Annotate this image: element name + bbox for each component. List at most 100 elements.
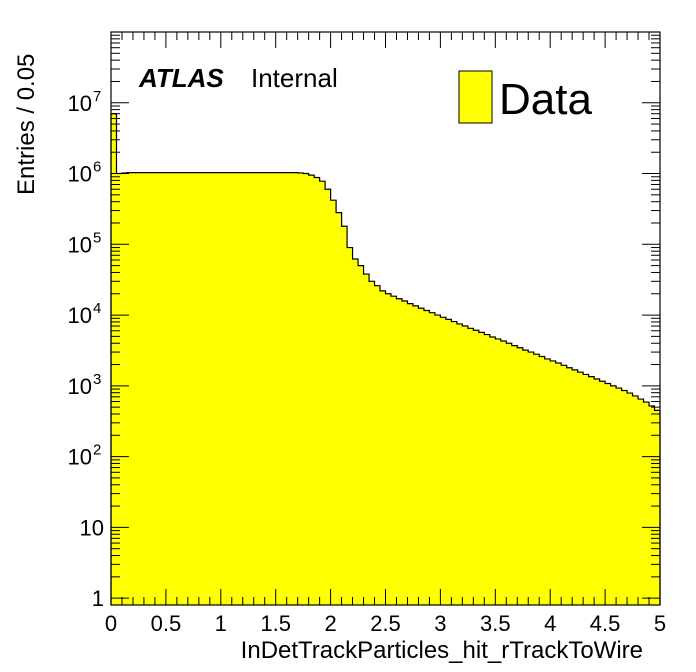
histogram-bar bbox=[314, 177, 321, 606]
y-tick-exponent: 7 bbox=[93, 88, 101, 105]
histogram-bar bbox=[610, 385, 617, 605]
x-tick-label: 2 bbox=[324, 611, 336, 636]
histogram-bar bbox=[434, 315, 441, 605]
histogram-bar bbox=[215, 172, 222, 605]
atlas-label: ATLAS bbox=[138, 63, 224, 93]
y-tick-label: 10 bbox=[68, 445, 92, 470]
histogram-bar bbox=[495, 338, 502, 605]
histogram-bar bbox=[500, 341, 507, 605]
histogram-bar bbox=[292, 172, 299, 605]
histogram-bar bbox=[270, 172, 277, 605]
y-tick-exponent: 5 bbox=[93, 229, 101, 246]
histogram-bar bbox=[154, 172, 161, 605]
y-tick-label: 1 bbox=[92, 586, 104, 611]
histogram-bar bbox=[528, 352, 535, 605]
y-tick-label: 10 bbox=[68, 303, 92, 328]
y-tick-label: 10 bbox=[80, 515, 104, 540]
histogram-bar bbox=[599, 381, 606, 605]
x-tick-label: 1 bbox=[215, 611, 227, 636]
x-tick-label: 4.5 bbox=[590, 611, 621, 636]
histogram-bar bbox=[248, 172, 255, 605]
histogram-bar bbox=[390, 296, 397, 605]
histogram-bar bbox=[182, 172, 189, 605]
histogram-bar bbox=[544, 358, 551, 605]
histogram-bar bbox=[111, 113, 117, 605]
histogram-bar bbox=[330, 200, 337, 605]
histogram-bar bbox=[489, 336, 496, 605]
histogram-bar bbox=[380, 290, 386, 605]
histogram-bar bbox=[654, 410, 661, 605]
histogram-bar bbox=[325, 189, 331, 605]
y-tick-label: 10 bbox=[68, 232, 92, 257]
histogram-bar bbox=[396, 298, 403, 605]
histogram-bar bbox=[616, 388, 622, 605]
x-tick-label: 5 bbox=[654, 611, 666, 636]
histogram-bar bbox=[275, 172, 282, 605]
histogram-bar bbox=[352, 258, 359, 605]
y-axis-label: Entries / 0.05 bbox=[13, 54, 40, 195]
histogram-bar bbox=[605, 383, 611, 605]
histogram-bar bbox=[511, 345, 518, 605]
histogram-bar bbox=[561, 365, 568, 605]
histogram-bar bbox=[187, 172, 194, 605]
histogram-bar bbox=[149, 172, 156, 605]
histogram-bar bbox=[121, 172, 128, 605]
histogram-bar bbox=[226, 172, 233, 605]
histogram-bar bbox=[165, 172, 172, 605]
histogram-bar bbox=[138, 172, 145, 605]
histogram-bar bbox=[286, 172, 293, 605]
histogram-bar bbox=[456, 323, 463, 605]
histogram-bar bbox=[478, 332, 485, 605]
histogram-bar bbox=[198, 172, 205, 605]
histogram-bar bbox=[643, 402, 650, 605]
internal-label: Internal bbox=[251, 63, 338, 93]
histogram-bar bbox=[649, 405, 655, 605]
histogram-bar bbox=[374, 285, 381, 605]
histogram-bar bbox=[264, 172, 271, 605]
histogram-bars bbox=[111, 113, 661, 606]
x-tick-label: 0.5 bbox=[151, 611, 182, 636]
histogram-bar bbox=[132, 172, 139, 605]
histogram-bar bbox=[506, 343, 513, 605]
histogram-bar bbox=[539, 356, 546, 605]
histogram-bar bbox=[429, 312, 436, 605]
histogram-bar bbox=[473, 330, 480, 605]
histogram-bar bbox=[418, 308, 425, 605]
histogram-bar bbox=[621, 390, 628, 605]
histogram-bar bbox=[363, 274, 370, 605]
histogram-bar bbox=[533, 354, 540, 605]
histogram-bar bbox=[231, 172, 238, 605]
x-tick-label: 3.5 bbox=[480, 611, 511, 636]
histogram-bar bbox=[176, 172, 183, 605]
y-tick-exponent: 4 bbox=[93, 300, 101, 317]
x-tick-label: 4 bbox=[544, 611, 556, 636]
histogram-bar bbox=[143, 172, 150, 605]
legend-label: Data bbox=[499, 75, 592, 124]
y-tick-label: 10 bbox=[68, 91, 92, 116]
histogram-bar bbox=[638, 399, 644, 605]
histogram-bar bbox=[588, 376, 595, 605]
histogram-bar bbox=[577, 372, 584, 605]
x-tick-label: 2.5 bbox=[370, 611, 401, 636]
y-tick-exponent: 6 bbox=[93, 159, 101, 176]
histogram-bar bbox=[627, 393, 633, 605]
histogram-bar bbox=[171, 172, 178, 605]
histogram-bar bbox=[281, 172, 288, 605]
histogram-bar bbox=[341, 226, 348, 605]
legend-swatch bbox=[458, 70, 493, 124]
histogram-bar bbox=[407, 303, 414, 605]
histogram-bar bbox=[237, 172, 244, 605]
histogram-bar bbox=[369, 281, 375, 605]
histogram-bar bbox=[242, 172, 249, 605]
x-tick-label: 0 bbox=[105, 611, 117, 636]
histogram-bar bbox=[462, 326, 469, 605]
histogram-bar bbox=[440, 317, 447, 605]
y-tick-exponent: 2 bbox=[93, 442, 101, 459]
histogram-bar bbox=[259, 172, 266, 605]
y-tick-label: 10 bbox=[68, 162, 92, 187]
histogram-bar bbox=[517, 347, 524, 605]
histogram-outline bbox=[110, 113, 661, 605]
histogram-bar bbox=[385, 293, 392, 605]
histogram-bar bbox=[319, 181, 326, 605]
